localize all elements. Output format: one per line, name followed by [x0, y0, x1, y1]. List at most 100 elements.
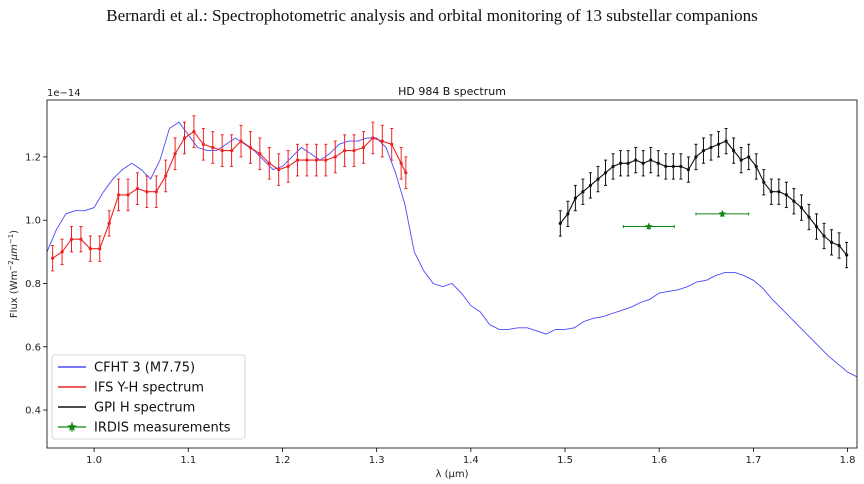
x-tick-label: 1.4	[463, 455, 479, 466]
data-point	[807, 215, 811, 219]
data-point	[69, 237, 74, 241]
y-tick-label: 0.8	[25, 279, 41, 290]
y-tick-label: 1.2	[25, 152, 41, 163]
data-point	[230, 149, 234, 153]
data-point	[641, 161, 645, 165]
y-tick-label: 0.6	[25, 342, 41, 353]
chart-title: HD 984 B spectrum	[398, 85, 506, 98]
data-point	[126, 193, 130, 197]
x-tick-label: 1.7	[745, 455, 761, 466]
y-axis-title-sup: −2	[7, 260, 15, 270]
x-axis: 1.0 1.1 1.2 1.3 1.4 1.5 1.6 1.7 1.8	[86, 448, 856, 466]
data-point	[154, 190, 158, 194]
data-point	[51, 256, 55, 260]
data-point	[182, 136, 187, 140]
x-tick-label: 1.3	[369, 455, 385, 466]
data-point	[769, 190, 773, 194]
data-point	[679, 164, 683, 169]
y-axis: 0.4 0.6 0.8 1.0 1.2	[25, 152, 47, 417]
y-offset-text: 1e−14	[47, 88, 81, 99]
data-point	[248, 145, 253, 150]
data-point	[60, 250, 64, 254]
data-point	[732, 149, 736, 153]
data-point	[799, 205, 804, 210]
data-point	[164, 174, 168, 178]
data-point	[267, 161, 271, 165]
axes-frame	[46, 99, 858, 449]
series-3	[622, 209, 750, 230]
y-axis-title-sup: −1	[7, 234, 15, 244]
data-point	[135, 186, 140, 191]
data-point	[107, 221, 111, 225]
data-point	[671, 164, 675, 169]
data-point	[314, 158, 318, 162]
data-point	[295, 158, 300, 162]
legend-box	[51, 354, 246, 440]
x-tick-label: 1.0	[86, 455, 102, 466]
legend-label: IRDIS measurements	[94, 421, 231, 436]
y-axis-title-part: μm	[9, 244, 20, 261]
data-point	[822, 234, 826, 238]
data-point	[361, 145, 366, 150]
star-marker	[645, 222, 653, 230]
data-point	[201, 142, 205, 146]
data-point	[792, 199, 796, 203]
data-point	[588, 183, 593, 188]
x-tick-label: 1.8	[840, 455, 856, 466]
x-tick-label: 1.6	[651, 455, 667, 466]
data-point	[634, 158, 638, 162]
data-point	[777, 190, 781, 194]
data-point	[558, 221, 562, 225]
legend: CFHT 3 (M7.75) IFS Y-H spectrum GPI H spec…	[51, 354, 246, 440]
data-point	[701, 149, 706, 153]
data-point	[709, 145, 713, 150]
data-point	[829, 240, 834, 244]
data-point	[724, 139, 728, 143]
data-point	[343, 149, 347, 153]
data-point	[716, 142, 721, 146]
series-2	[558, 127, 849, 269]
data-point	[814, 224, 819, 229]
x-tick-label: 1.1	[180, 455, 196, 466]
x-tick-label: 1.2	[275, 455, 291, 466]
data-point	[739, 158, 743, 162]
data-point	[747, 155, 751, 159]
data-point	[566, 212, 570, 216]
y-axis-title: Flux (Wm−2μm−1)	[7, 230, 20, 318]
data-point	[324, 158, 328, 162]
series-line	[47, 121, 857, 378]
data-point	[390, 142, 394, 146]
data-point	[656, 161, 660, 165]
paper-header: Bernardi et al.: Spectrophotometric anal…	[106, 6, 758, 25]
series-1	[51, 115, 408, 272]
data-point	[837, 243, 841, 248]
data-point	[98, 247, 102, 251]
data-point	[286, 164, 290, 169]
legend-entry: CFHT 3 (M7.75)	[58, 361, 195, 376]
legend-label: IFS Y-H spectrum	[94, 381, 204, 396]
legend-label: CFHT 3 (M7.75)	[94, 361, 195, 376]
data-point	[686, 168, 691, 172]
y-axis-title-part: Flux (Wm	[9, 271, 20, 319]
star-marker	[718, 209, 727, 218]
data-point	[404, 171, 408, 175]
data-point	[581, 190, 585, 194]
data-point	[79, 237, 83, 241]
data-point	[649, 158, 653, 162]
x-tick-label: 1.5	[557, 455, 573, 466]
data-point	[220, 149, 224, 153]
series-0	[47, 121, 857, 378]
legend-entry: IFS Y-H spectrum	[58, 381, 204, 396]
data-point	[399, 161, 403, 165]
data-point	[173, 152, 177, 156]
y-axis-title-part: )	[9, 230, 20, 234]
legend-label: GPI H spectrum	[94, 401, 195, 416]
y-tick-label: 1.0	[25, 216, 41, 227]
data-point	[88, 247, 92, 251]
legend-star	[67, 422, 77, 432]
data-point	[305, 158, 309, 162]
data-point	[664, 164, 668, 169]
y-tick-label: 0.4	[25, 406, 41, 417]
data-point	[611, 164, 615, 169]
data-point	[573, 196, 577, 200]
